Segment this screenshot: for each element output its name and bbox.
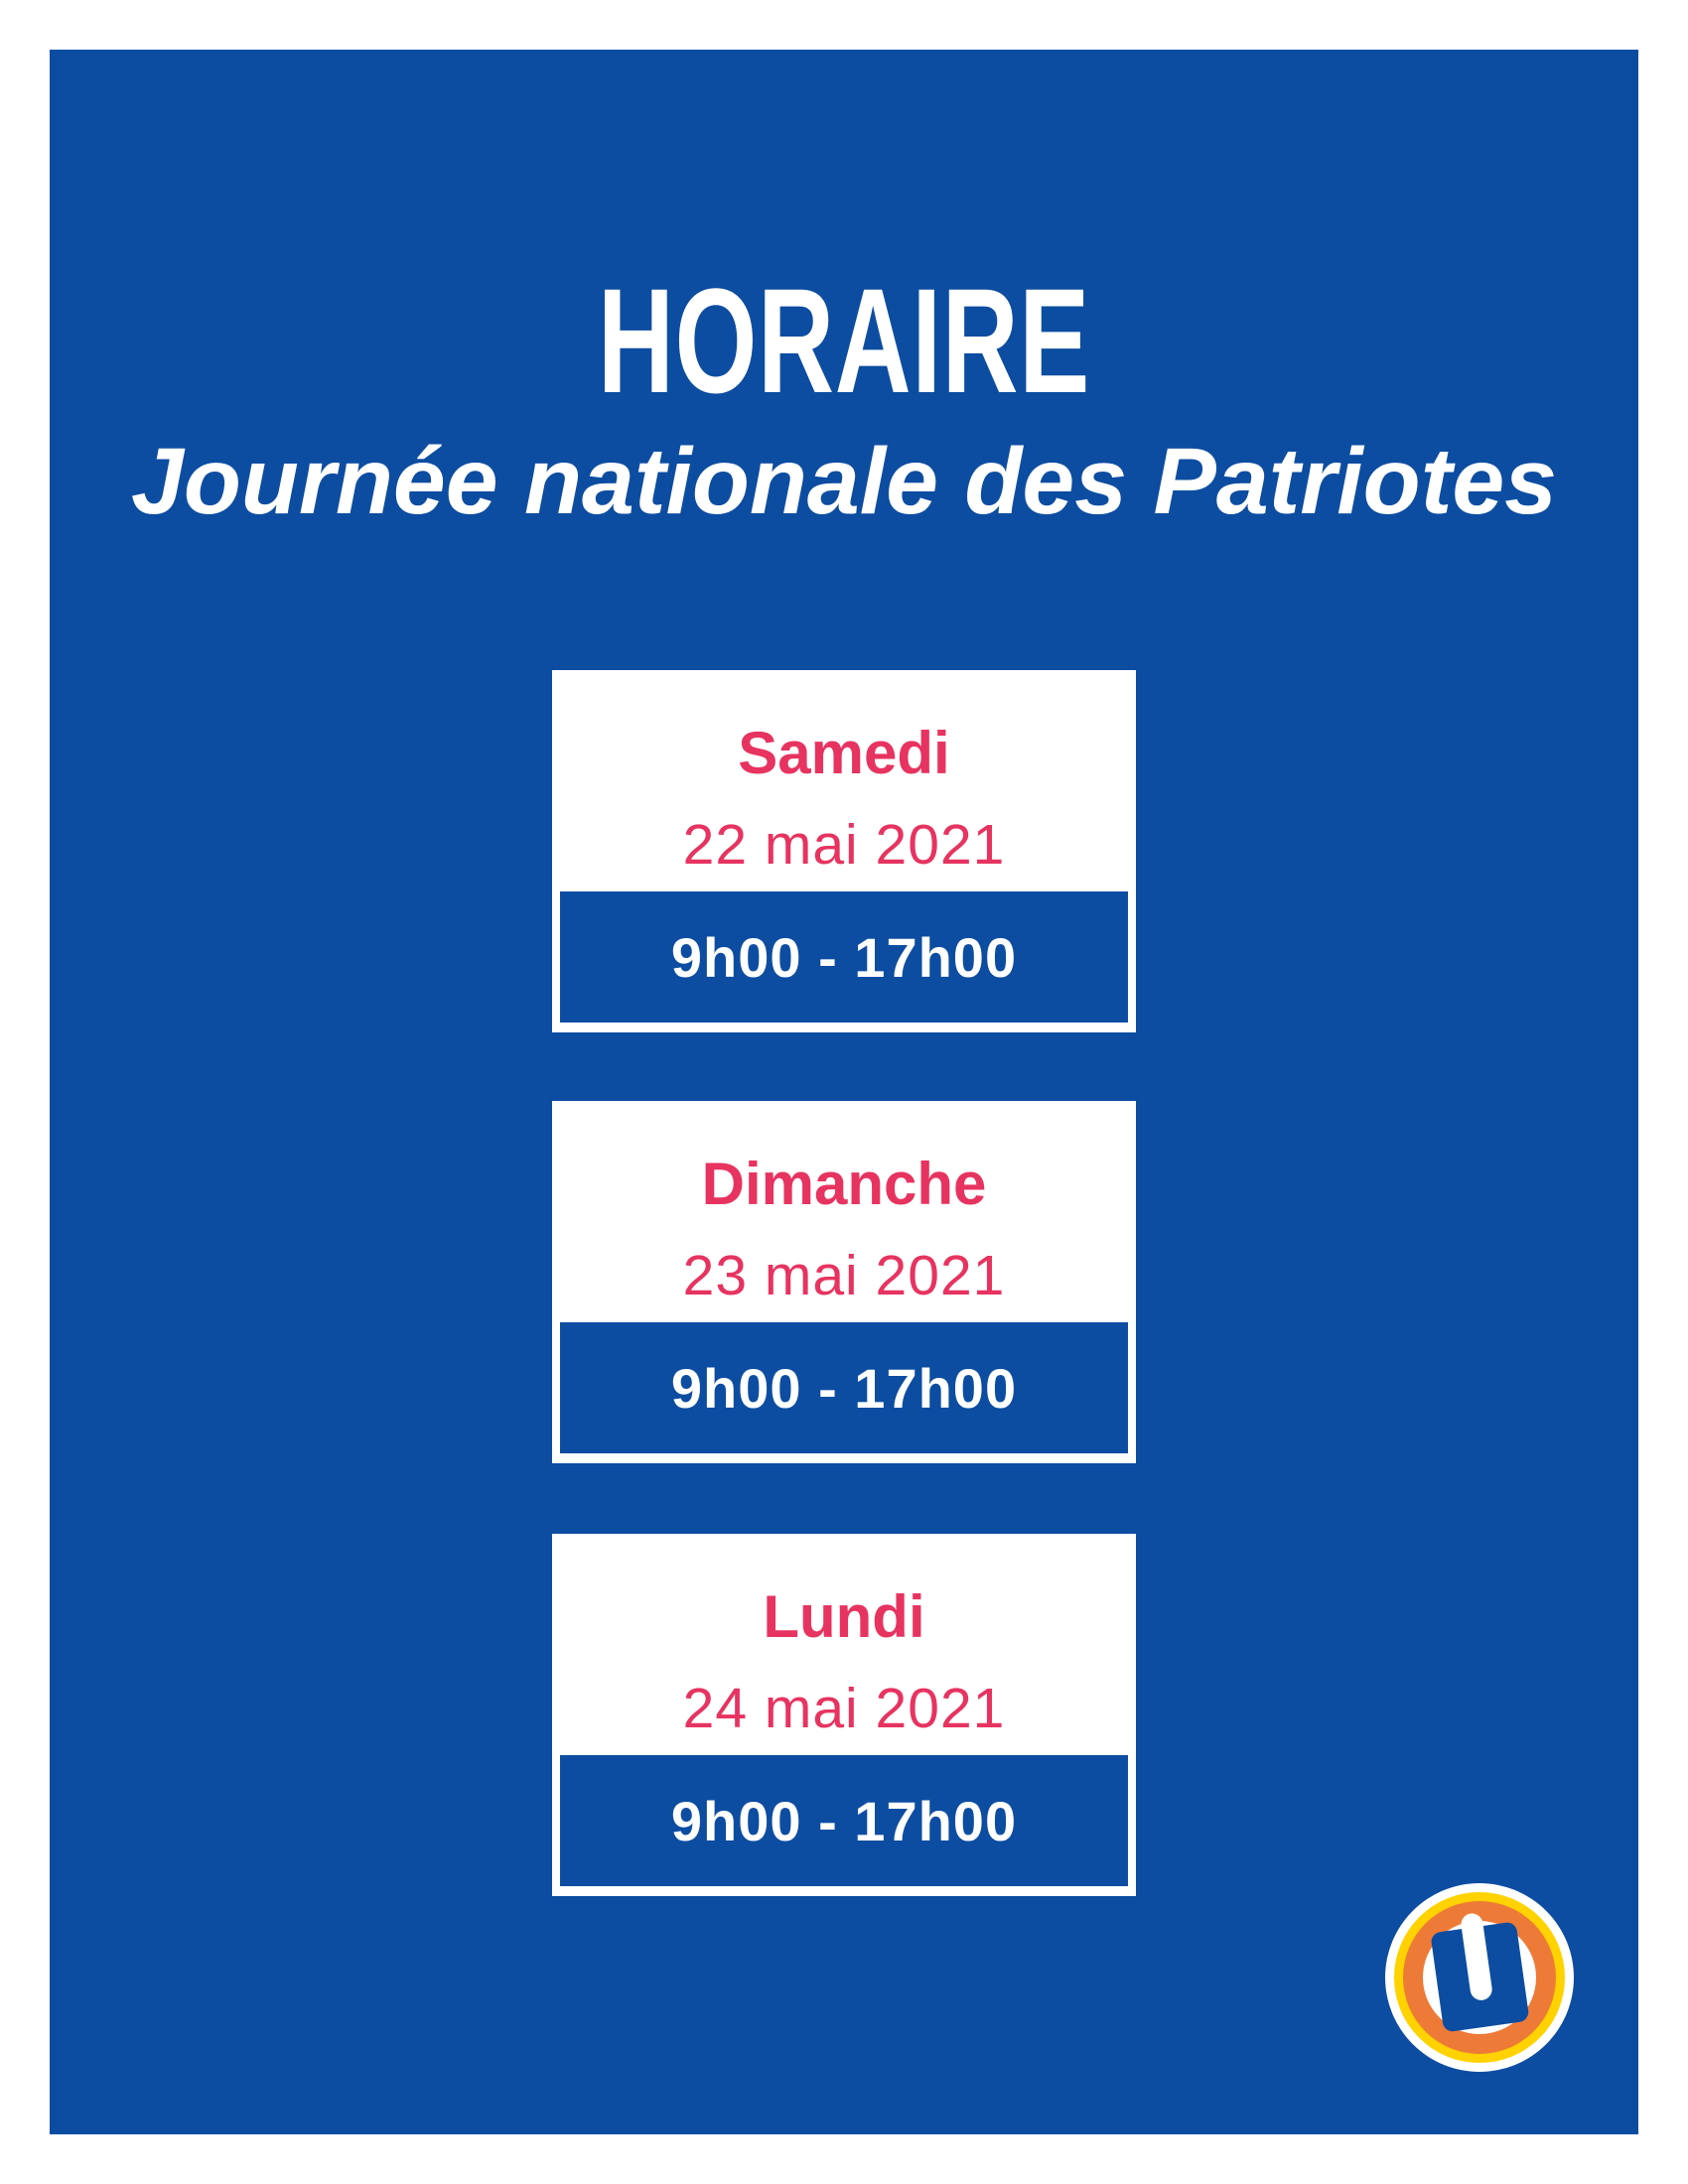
- u-brand-logo-icon: [1385, 1883, 1574, 2072]
- date-label: 22 mai 2021: [682, 813, 1006, 877]
- hours-band: 9h00 - 17h00: [560, 1322, 1128, 1453]
- day-label: Samedi: [738, 720, 950, 786]
- schedule-card-sunday: Dimanche 23 mai 2021 9h00 - 17h00: [552, 1101, 1136, 1463]
- schedule-card-saturday: Samedi 22 mai 2021 9h00 - 17h00: [552, 670, 1136, 1032]
- hours-label: 9h00 - 17h00: [670, 1789, 1018, 1852]
- hours-label: 9h00 - 17h00: [670, 925, 1018, 989]
- hours-band: 9h00 - 17h00: [560, 891, 1128, 1023]
- date-label: 24 mai 2021: [682, 1677, 1006, 1740]
- hours-band: 9h00 - 17h00: [560, 1755, 1128, 1886]
- schedule-card-monday: Lundi 24 mai 2021 9h00 - 17h00: [552, 1534, 1136, 1896]
- u-brand-logo-svg: [1385, 1883, 1574, 2072]
- hours-label: 9h00 - 17h00: [670, 1356, 1018, 1420]
- poster-title: HORAIRE: [597, 257, 1091, 424]
- poster-subtitle: Journée nationale des Patriotes: [131, 429, 1557, 534]
- date-label: 23 mai 2021: [682, 1244, 1006, 1307]
- day-label: Dimanche: [701, 1151, 987, 1217]
- day-label: Lundi: [763, 1583, 925, 1650]
